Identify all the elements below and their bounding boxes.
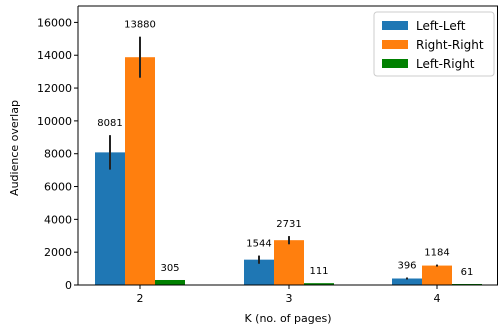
y-tick-label: 2000: [44, 246, 72, 259]
x-tick-label: 4: [434, 292, 441, 305]
data-label-right-right-k4: 1184: [424, 248, 449, 259]
y-tick-label: 4000: [44, 213, 72, 226]
legend-label-left-right: Left-Right: [416, 57, 475, 71]
bar-left-right-k2: [155, 279, 185, 285]
x-tick-label: 3: [286, 292, 293, 305]
y-tick-label: 6000: [44, 181, 72, 194]
bar-left-left-k2: [95, 152, 125, 285]
legend-swatch-left-right: [382, 59, 408, 68]
data-label-left-left-k3: 1544: [246, 239, 271, 250]
data-label-left-left-k4: 396: [397, 261, 416, 272]
x-axis-label: K (no. of pages): [244, 312, 331, 325]
data-label-left-right-k3: 111: [309, 266, 328, 277]
bar-right-right-k3: [274, 240, 304, 285]
legend-swatch-right-right: [382, 40, 408, 49]
y-tick-label: 12000: [37, 82, 72, 95]
data-label-left-right-k2: 305: [160, 263, 179, 274]
bar-left-right-k4: [452, 283, 482, 285]
data-label-left-left-k2: 8081: [97, 118, 122, 129]
bar-left-right-k3: [304, 283, 334, 285]
data-label-left-right-k4: 61: [461, 267, 474, 278]
y-tick-label: 16000: [37, 16, 72, 29]
y-axis-label: Audience overlap: [8, 100, 21, 196]
legend-label-right-right: Right-Right: [416, 38, 484, 52]
x-tick-label: 2: [137, 292, 144, 305]
bar-right-right-k4: [422, 265, 452, 285]
bar-right-right-k2: [125, 57, 155, 285]
y-tick-label: 10000: [37, 115, 72, 128]
y-tick-label: 8000: [44, 148, 72, 161]
legend-swatch-left-left: [382, 21, 408, 30]
y-tick-label: 0: [65, 279, 72, 292]
data-label-right-right-k2: 13880: [124, 20, 156, 31]
legend-label-left-left: Left-Left: [416, 19, 466, 33]
bar-left-left-k4: [392, 278, 422, 285]
bar-left-left-k3: [244, 259, 274, 285]
data-label-right-right-k3: 2731: [276, 219, 301, 230]
y-tick-label: 14000: [37, 49, 72, 62]
